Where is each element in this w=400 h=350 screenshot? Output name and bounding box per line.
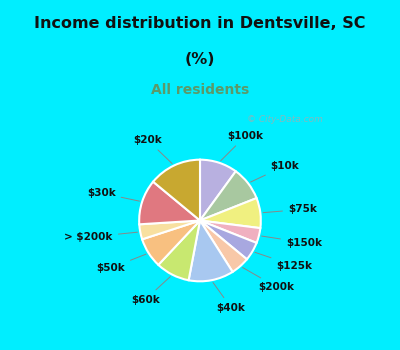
Wedge shape xyxy=(158,220,200,280)
Wedge shape xyxy=(189,220,232,281)
Wedge shape xyxy=(139,182,200,224)
Text: $100k: $100k xyxy=(221,131,264,161)
Wedge shape xyxy=(139,220,200,239)
Text: > $200k: > $200k xyxy=(64,232,138,242)
Wedge shape xyxy=(200,220,256,259)
Text: $75k: $75k xyxy=(263,204,317,215)
Text: $150k: $150k xyxy=(262,236,322,247)
Wedge shape xyxy=(200,220,260,243)
Text: $30k: $30k xyxy=(87,188,140,201)
Text: All residents: All residents xyxy=(151,83,249,97)
Text: $50k: $50k xyxy=(96,254,146,273)
Text: (%): (%) xyxy=(185,52,215,68)
Text: $20k: $20k xyxy=(134,135,172,163)
Text: $40k: $40k xyxy=(213,282,246,313)
Wedge shape xyxy=(153,160,200,220)
Wedge shape xyxy=(200,171,256,220)
Text: $125k: $125k xyxy=(255,252,312,271)
Wedge shape xyxy=(200,198,261,228)
Text: $10k: $10k xyxy=(250,161,299,182)
Text: Income distribution in Dentsville, SC: Income distribution in Dentsville, SC xyxy=(34,16,366,31)
Text: $60k: $60k xyxy=(131,276,170,304)
Wedge shape xyxy=(142,220,200,265)
Wedge shape xyxy=(200,160,236,220)
Wedge shape xyxy=(200,220,247,272)
Text: $200k: $200k xyxy=(243,267,295,292)
Text: © City-Data.com: © City-Data.com xyxy=(247,115,323,124)
